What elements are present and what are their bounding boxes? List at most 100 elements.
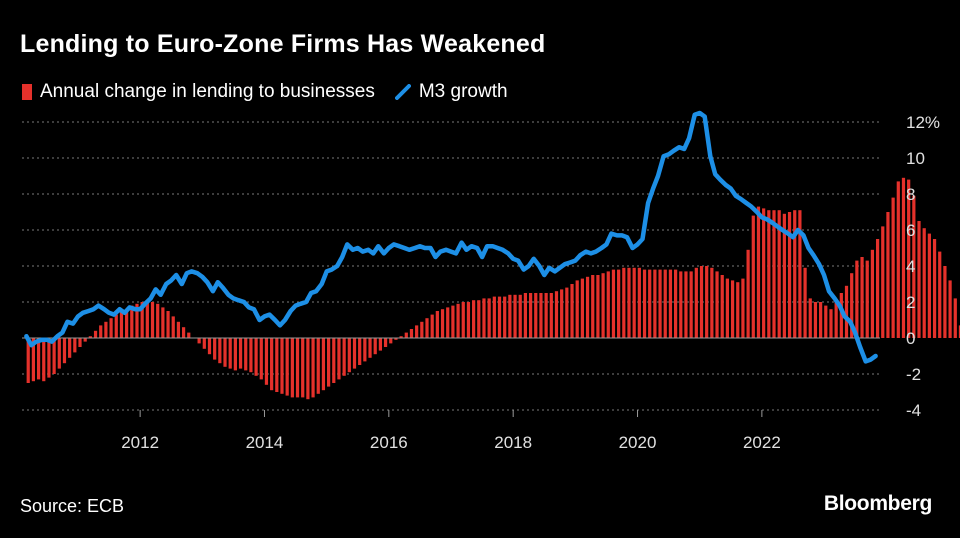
y-tick-label: 8 — [906, 185, 915, 204]
lending-bar — [52, 338, 56, 374]
lending-bar — [342, 338, 346, 376]
lending-bar — [787, 212, 792, 338]
legend-item-lending: Annual change in lending to businesses — [22, 81, 375, 103]
lending-bar — [482, 298, 486, 338]
m3-line — [24, 110, 878, 364]
lending-bar — [865, 260, 869, 338]
lending-bar — [244, 338, 248, 371]
lending-bar — [337, 338, 341, 380]
lending-bar — [176, 321, 181, 338]
y-tick-label: 4 — [906, 257, 915, 276]
lending-bar — [125, 309, 129, 338]
lending-bar — [161, 307, 165, 338]
lending-bar — [725, 278, 729, 338]
lending-bar — [813, 302, 818, 338]
lending-bar — [601, 273, 605, 338]
lending-bar — [549, 293, 553, 338]
lending-bar — [264, 338, 269, 385]
lending-bar — [653, 269, 657, 338]
lending-bar — [917, 221, 921, 338]
lending-bar — [736, 282, 740, 338]
lending-bar — [187, 332, 191, 338]
lending-bar — [78, 338, 82, 347]
lending-bar — [741, 278, 745, 338]
lending-bar — [492, 296, 496, 338]
lending-bar — [466, 302, 471, 338]
lending-bar — [156, 303, 160, 338]
lending-bar — [404, 332, 408, 338]
lending-bar — [611, 269, 616, 338]
lending-bar — [513, 294, 517, 338]
lending-bar — [290, 338, 294, 398]
m3-growth-line — [24, 110, 878, 364]
lending-bar — [560, 289, 564, 338]
lending-bar — [332, 338, 336, 383]
lending-bar — [503, 296, 507, 338]
lending-bar — [850, 273, 854, 338]
lending-bar — [565, 287, 569, 338]
lending-bar — [518, 294, 522, 338]
lending-bar — [213, 338, 217, 360]
lending-bar — [497, 296, 502, 338]
lending-bar — [430, 314, 434, 338]
lending-bar — [238, 338, 243, 369]
x-tick-label: 2022 — [743, 433, 781, 452]
lending-bar — [26, 338, 30, 383]
legend-bar-label: Annual change in lending to businesses — [40, 81, 375, 102]
lending-bar — [233, 338, 237, 371]
lending-bar — [663, 269, 667, 338]
y-tick-label: 0 — [906, 329, 915, 348]
lending-bar — [487, 298, 491, 338]
lending-bar — [668, 269, 673, 338]
lending-bar — [99, 325, 103, 338]
lending-bar — [223, 338, 227, 367]
lending-bar — [104, 321, 108, 338]
lending-bar — [197, 338, 201, 344]
lending-bar — [109, 318, 113, 338]
lending-bar — [658, 269, 662, 338]
lending-bar — [699, 266, 704, 338]
x-tick-label: 2012 — [121, 433, 159, 452]
lending-bar — [679, 271, 683, 338]
lending-bar — [886, 212, 890, 338]
x-tick-label: 2016 — [370, 433, 408, 452]
lending-bar — [326, 338, 331, 387]
lending-bar — [285, 338, 289, 396]
lending-bar — [394, 338, 398, 340]
lending-bar — [130, 305, 134, 338]
lending-bar — [181, 327, 186, 338]
lending-bar — [528, 293, 533, 338]
lending-bar — [922, 228, 926, 338]
lending-bar — [580, 278, 584, 338]
lending-bar — [378, 338, 383, 351]
lending-bar — [767, 210, 771, 338]
lending-bar — [523, 293, 528, 338]
x-tick-label: 2018 — [494, 433, 532, 452]
lending-bar — [472, 300, 476, 338]
source-note: Source: ECB — [20, 496, 125, 516]
lending-bar — [715, 271, 719, 338]
lending-bar — [352, 338, 357, 369]
y-axis-ticks: -4 -2 0 2 4 6 8 10 12% — [906, 113, 940, 420]
lending-bar — [907, 179, 911, 338]
y-tick-label: -2 — [906, 365, 921, 384]
lending-bar — [451, 305, 455, 338]
y-tick-label: 10 — [906, 149, 925, 168]
lending-bar — [368, 338, 372, 358]
lending-bar — [694, 267, 698, 338]
lending-bar — [42, 338, 46, 382]
lending-bar — [321, 338, 326, 391]
lending-bar — [280, 338, 284, 394]
lending-bar — [311, 338, 315, 398]
lending-bar — [373, 338, 377, 355]
lending-bars — [26, 177, 960, 400]
lending-bar — [705, 266, 709, 338]
lending-bar — [575, 280, 579, 338]
lending-bar — [554, 291, 559, 338]
lending-bar — [684, 271, 688, 338]
lending-bar — [446, 307, 450, 338]
lending-bar — [202, 338, 206, 349]
lending-bar — [870, 249, 875, 338]
lending-bar — [301, 338, 305, 398]
